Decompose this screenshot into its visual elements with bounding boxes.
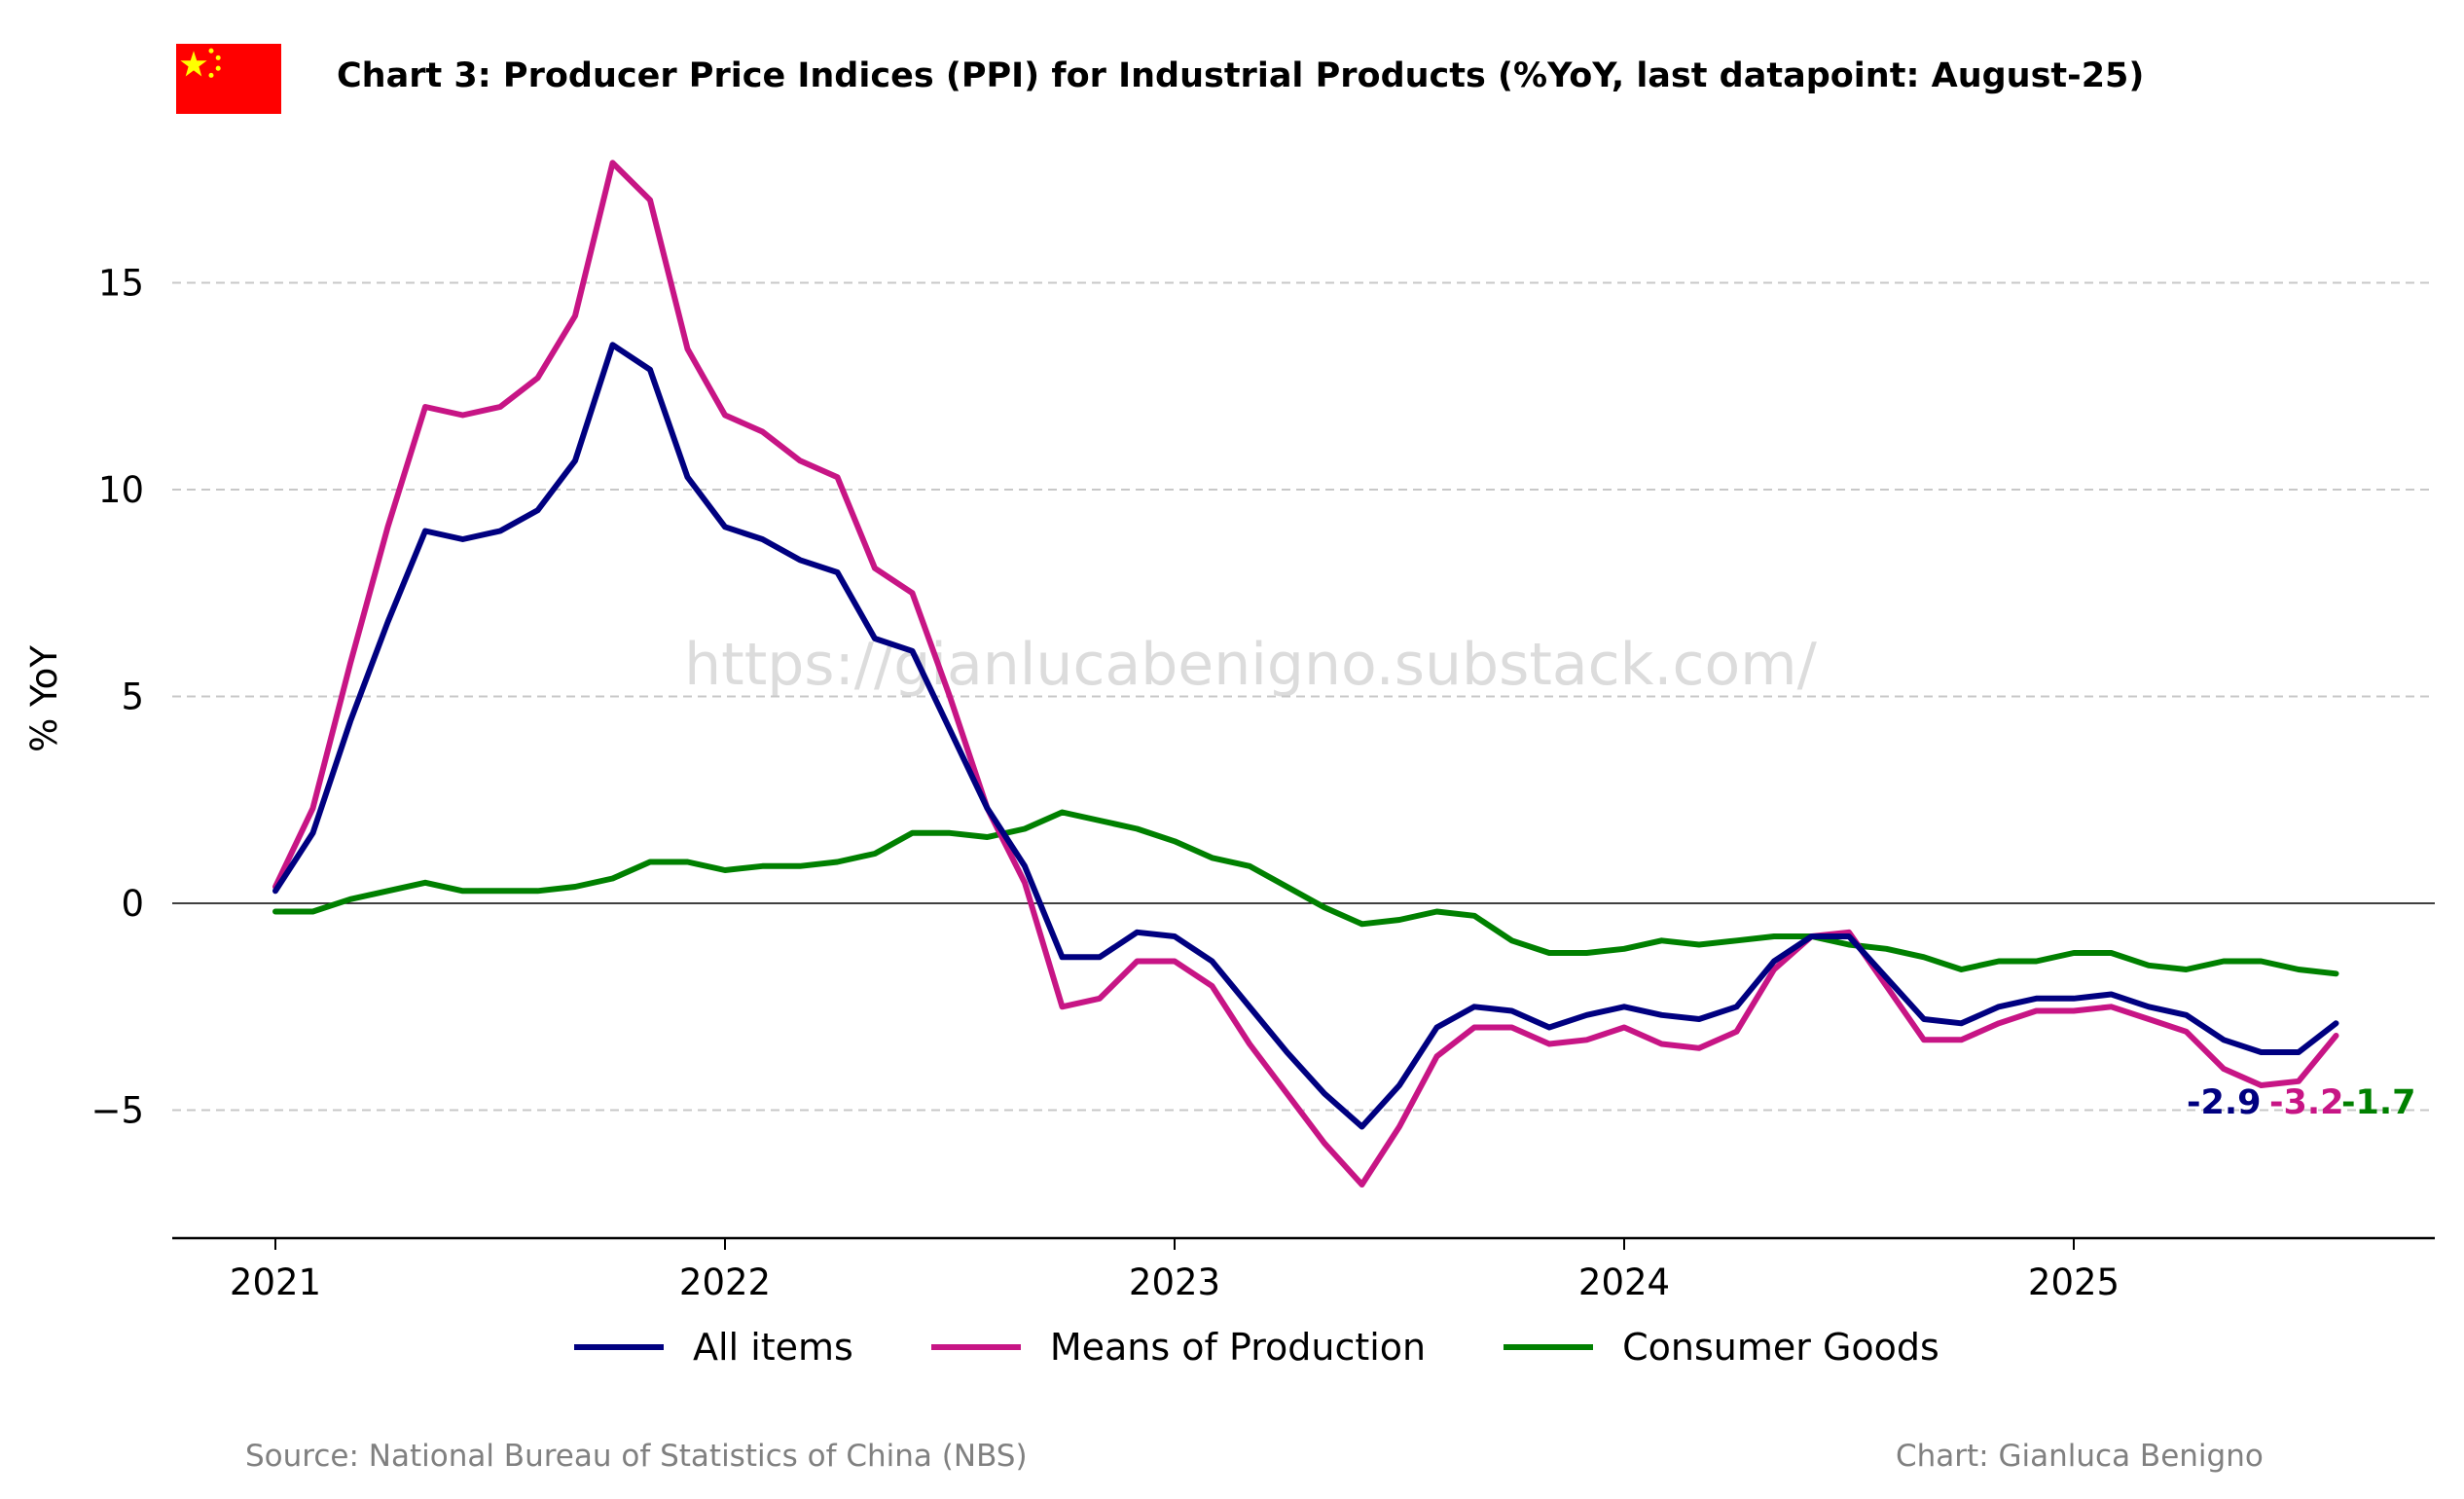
legend-item-means-of-production: Means of Production bbox=[930, 1326, 1427, 1369]
series-line-all-items bbox=[272, 342, 2339, 1130]
legend-label-all-items: All items bbox=[693, 1326, 853, 1369]
watermark-text: https://gianlucabenigno.substack.com/ bbox=[684, 631, 1817, 699]
series-lines bbox=[272, 160, 2339, 1188]
end-label-consumer-goods: -1.7 bbox=[2341, 1083, 2416, 1122]
x-tick-label: 2022 bbox=[679, 1261, 771, 1303]
end-label-all-items: -2.9 bbox=[2187, 1083, 2262, 1122]
y-tick-label: −5 bbox=[91, 1090, 144, 1132]
chart-credit: Chart: Gianluca Benigno bbox=[1896, 1439, 2264, 1474]
y-tick-label: 10 bbox=[98, 469, 144, 511]
x-tick-label: 2023 bbox=[1129, 1261, 1220, 1303]
legend-item-consumer-goods: Consumer Goods bbox=[1504, 1326, 1939, 1369]
y-tick-label: 15 bbox=[98, 263, 144, 305]
y-axis: −5 0 5 10 15 bbox=[91, 263, 144, 1132]
grid-lines bbox=[172, 281, 2435, 1112]
y-tick-label: 0 bbox=[121, 883, 144, 925]
end-labels: -2.9 -3.2-1.7 bbox=[2187, 1083, 2416, 1122]
china-flag-icon bbox=[176, 44, 281, 114]
x-tick-label: 2025 bbox=[2028, 1261, 2120, 1303]
series-line-consumer-goods bbox=[272, 809, 2339, 977]
legend-swatch-consumer-goods bbox=[1504, 1344, 1594, 1350]
x-tick-label: 2021 bbox=[230, 1261, 321, 1303]
chart-title: Chart 3: Producer Price Indices (PPI) fo… bbox=[337, 56, 2145, 95]
legend-swatch-all-items bbox=[574, 1344, 664, 1350]
y-axis-label: % YoY bbox=[23, 645, 65, 752]
x-tick-label: 2024 bbox=[1578, 1261, 1670, 1303]
x-axis: 2021 2022 2023 2024 2025 bbox=[230, 1238, 2120, 1303]
legend-label-means-of-production: Means of Production bbox=[1049, 1326, 1427, 1369]
legend-swatch-means-of-production bbox=[930, 1344, 1021, 1350]
end-label-means-of-production: -3.2 bbox=[2269, 1083, 2344, 1122]
source-note: Source: National Bureau of Statistics of… bbox=[245, 1439, 1028, 1474]
y-tick-label: 5 bbox=[121, 676, 144, 718]
legend: All items Means of Production Consumer G… bbox=[574, 1326, 2017, 1369]
legend-item-all-items: All items bbox=[574, 1326, 853, 1369]
legend-label-consumer-goods: Consumer Goods bbox=[1622, 1326, 1939, 1369]
series-line-means-of-production bbox=[272, 160, 2339, 1188]
